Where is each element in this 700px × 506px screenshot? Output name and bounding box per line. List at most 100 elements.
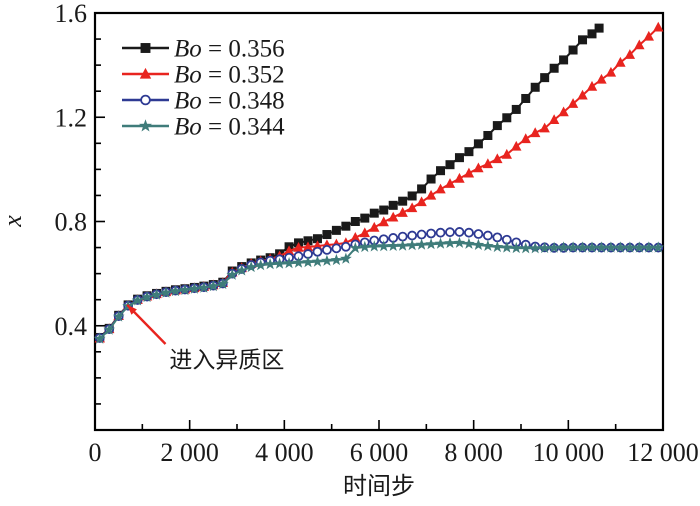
triangle-marker-icon — [139, 67, 152, 79]
triangle-marker-icon — [463, 167, 475, 178]
x-tick-label: 8 000 — [444, 438, 503, 467]
star-marker-icon — [349, 241, 362, 254]
star-marker-icon — [510, 241, 523, 254]
square-marker-icon — [464, 147, 474, 157]
annotation-arrowhead-icon — [127, 304, 137, 315]
open-circle-marker-icon — [464, 227, 474, 238]
triangle-marker-icon — [350, 232, 361, 242]
triangle-marker-icon — [397, 207, 408, 217]
square-marker-icon — [341, 221, 351, 231]
star-marker-icon — [482, 239, 494, 251]
open-circle-marker-icon — [492, 232, 503, 243]
star-marker-icon — [141, 290, 153, 303]
square-marker-icon — [473, 139, 483, 149]
star-marker-icon — [358, 240, 371, 253]
star-marker-icon — [453, 236, 466, 248]
star-marker-icon — [529, 242, 542, 254]
square-marker-icon — [454, 153, 464, 163]
triangle-marker-icon — [473, 162, 484, 173]
open-circle-marker-icon — [331, 243, 342, 254]
triangle-marker-icon — [605, 66, 617, 77]
square-marker-icon — [379, 205, 389, 215]
series-bo-0-344 — [93, 236, 665, 344]
star-marker-icon — [302, 256, 314, 268]
star-marker-icon — [330, 253, 343, 266]
square-marker-icon — [530, 82, 540, 92]
legend-label: Bo = 0.344 — [174, 114, 285, 141]
triangle-marker-icon — [653, 21, 664, 32]
triangle-marker-icon — [558, 106, 569, 117]
square-marker-icon — [388, 200, 398, 210]
triangle-marker-icon — [567, 98, 579, 108]
star-marker-icon — [131, 294, 144, 306]
star-marker-icon — [93, 332, 106, 344]
square-marker-icon — [549, 63, 559, 73]
triangle-marker-icon — [501, 148, 512, 159]
star-marker-icon — [216, 277, 229, 290]
star-marker-icon — [160, 286, 172, 298]
star-marker-icon — [311, 255, 324, 267]
star-marker-icon — [463, 237, 475, 249]
star-marker-icon — [519, 242, 532, 254]
star-marker-icon — [169, 284, 182, 297]
star-marker-icon — [548, 241, 560, 253]
star-marker-icon — [444, 236, 456, 249]
triangle-marker-icon — [596, 73, 607, 84]
star-marker-icon — [198, 281, 210, 293]
star-marker-icon — [614, 241, 627, 253]
open-circle-marker-icon — [397, 231, 408, 242]
annotation: 进入异质区 — [126, 304, 284, 372]
triangle-marker-icon — [425, 189, 437, 200]
open-circle-marker-icon — [322, 245, 332, 255]
square-marker-icon — [568, 45, 578, 55]
open-circle-marker-icon — [340, 241, 351, 252]
x-tick-label: 4 000 — [255, 438, 314, 467]
square-marker-icon — [436, 166, 446, 176]
star-marker-icon — [387, 239, 400, 251]
triangle-marker-icon — [406, 202, 418, 213]
star-marker-icon — [396, 239, 409, 251]
triangle-marker-icon — [624, 49, 636, 59]
square-marker-icon — [578, 35, 588, 45]
triangle-marker-icon — [482, 158, 494, 169]
square-marker-icon — [140, 43, 151, 53]
square-marker-icon — [587, 29, 597, 39]
star-marker-icon — [139, 119, 152, 132]
star-marker-icon — [586, 241, 598, 253]
star-marker-icon — [150, 288, 163, 300]
open-circle-marker-icon — [312, 246, 323, 257]
legend-entry-bo-0-348: Bo = 0.348 — [122, 88, 285, 115]
triangle-marker-icon — [444, 178, 456, 188]
triangle-marker-icon — [615, 56, 626, 67]
triangle-marker-icon — [530, 127, 541, 138]
annotation-text: 进入异质区 — [169, 347, 284, 372]
x-tick-label: 2 000 — [160, 438, 219, 467]
star-marker-icon — [112, 310, 125, 322]
star-marker-icon — [557, 241, 570, 253]
star-marker-icon — [226, 268, 239, 280]
legend-entry-bo-0-352: Bo = 0.352 — [122, 62, 285, 89]
star-marker-icon — [179, 283, 191, 296]
triangle-marker-icon — [302, 241, 314, 252]
open-circle-marker-icon — [416, 229, 427, 240]
legend-entry-bo-0-344: Bo = 0.344 — [122, 114, 285, 141]
square-marker-icon — [322, 230, 332, 240]
triangle-marker-icon — [293, 241, 304, 252]
square-marker-icon — [445, 160, 455, 170]
square-marker-icon — [483, 130, 493, 140]
y-tick-label: 0.4 — [55, 312, 88, 341]
y-axis: 0.4 0.8 1.2 1.6 x — [0, 0, 105, 405]
triangle-marker-icon — [388, 211, 399, 222]
star-marker-icon — [406, 239, 418, 251]
square-marker-icon — [369, 208, 379, 218]
x-axis: 0 2 000 4 000 6 000 8 000 10 000 12 000 时间步 — [89, 420, 699, 500]
star-marker-icon — [283, 257, 295, 269]
square-marker-icon — [350, 217, 360, 226]
star-marker-icon — [273, 257, 286, 269]
square-marker-icon — [303, 236, 313, 246]
open-circle-marker-icon — [482, 230, 493, 241]
square-marker-icon — [521, 93, 531, 103]
square-marker-icon — [360, 213, 370, 223]
